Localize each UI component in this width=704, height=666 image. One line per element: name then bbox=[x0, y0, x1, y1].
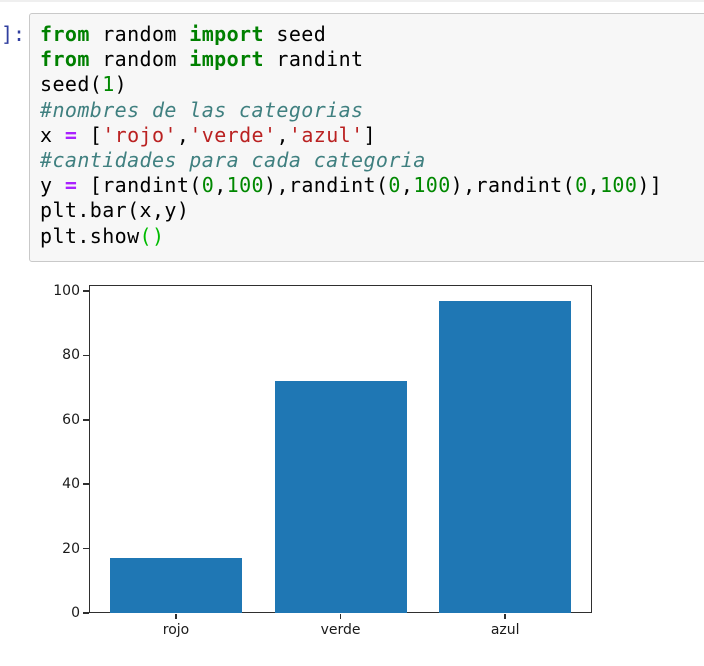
y-tick-mark bbox=[83, 483, 89, 485]
code-token-txt: , bbox=[176, 122, 190, 147]
y-tick-mark bbox=[83, 547, 89, 550]
code-line: plt.show() bbox=[40, 224, 704, 249]
y-tick-mark bbox=[83, 354, 89, 357]
code-token-txt: y bbox=[40, 173, 65, 198]
code-token-txt: , bbox=[400, 173, 414, 198]
x-tick-mark bbox=[504, 614, 506, 619]
code-token-kw: import bbox=[189, 22, 264, 46]
code-token-txt: ),randint( bbox=[450, 173, 576, 198]
code-token-txt: )] bbox=[637, 173, 663, 198]
code-cell[interactable]: from random import seed from random impor… bbox=[29, 13, 704, 262]
code-line: from random import randint bbox=[40, 47, 704, 72]
code-token-mb: () bbox=[139, 223, 165, 248]
x-tick-label: verde bbox=[320, 622, 361, 638]
code-token-str: 'rojo' bbox=[102, 122, 177, 147]
code-line: plt.bar(x,y) bbox=[40, 198, 704, 223]
x-tick-mark bbox=[175, 614, 177, 619]
code-token-kw: import bbox=[189, 47, 264, 72]
code-token-txt: , bbox=[587, 173, 600, 198]
code-token-op: = bbox=[64, 122, 78, 147]
code-token-num: 100 bbox=[413, 173, 451, 198]
y-tick-label: 60 bbox=[62, 411, 80, 428]
code-token-num: 100 bbox=[599, 173, 638, 198]
code-token-txt: ),randint( bbox=[264, 173, 389, 198]
code-line: x = ['rojo','verde','azul'] bbox=[40, 123, 704, 148]
top-divider bbox=[0, 0, 704, 2]
bar-rojo bbox=[110, 558, 242, 613]
y-tick-label: 40 bbox=[62, 476, 80, 493]
y-tick-mark bbox=[83, 612, 89, 614]
y-tick-label: 80 bbox=[62, 347, 80, 364]
code-token-kw: from bbox=[40, 22, 90, 46]
code-token-op: = bbox=[64, 173, 78, 198]
code-token-txt: x bbox=[40, 122, 65, 147]
figure-output: 0 20 40 60 80 100 rojo verde azul bbox=[0, 262, 704, 666]
code-token-com: #cantidades para cada categoria bbox=[40, 148, 426, 173]
code-editor[interactable]: from random import seed from random impor… bbox=[30, 14, 704, 249]
code-token-txt: random bbox=[89, 22, 190, 46]
code-token-num: 0 bbox=[201, 173, 215, 198]
y-tick-mark bbox=[83, 290, 89, 292]
code-token-txt: ) bbox=[114, 72, 128, 97]
code-token-kw: from bbox=[40, 47, 90, 72]
code-token-txt: , bbox=[214, 173, 227, 198]
x-tick-label: rojo bbox=[162, 622, 190, 638]
bar-azul bbox=[439, 300, 572, 613]
code-line: from random import seed bbox=[40, 22, 704, 47]
code-token-txt: , bbox=[276, 122, 289, 147]
code-token-num: 100 bbox=[226, 173, 264, 198]
code-token-txt: plt.bar(x,y) bbox=[40, 198, 190, 223]
code-line: #nombres de las categorias bbox=[40, 98, 704, 123]
code-token-txt: ] bbox=[363, 122, 376, 147]
code-token-txt: plt.show bbox=[40, 223, 140, 248]
input-prompt: ]: bbox=[1, 22, 26, 46]
y-tick-label: 100 bbox=[53, 282, 80, 299]
code-token-txt: seed( bbox=[40, 72, 103, 97]
code-token-txt: [randint( bbox=[77, 173, 202, 198]
code-token-txt: randint bbox=[263, 47, 364, 72]
code-token-num: 0 bbox=[388, 173, 401, 198]
bar-verde bbox=[274, 381, 407, 613]
y-tick-mark bbox=[83, 419, 89, 421]
x-tick-mark bbox=[339, 614, 342, 619]
y-tick-label: 0 bbox=[71, 605, 80, 621]
code-token-txt: random bbox=[89, 47, 190, 72]
code-token-txt: seed bbox=[263, 22, 327, 46]
code-token-txt: [ bbox=[77, 122, 103, 147]
code-token-num: 1 bbox=[102, 72, 115, 97]
code-token-num: 0 bbox=[575, 173, 588, 198]
y-tick-label: 20 bbox=[62, 540, 80, 557]
code-token-com: #nombres de las categorias bbox=[40, 97, 364, 122]
code-token-str: 'azul' bbox=[288, 122, 364, 147]
code-line: #cantidades para cada categoria bbox=[40, 148, 704, 173]
x-tick-label: azul bbox=[490, 622, 520, 638]
code-token-str: 'verde' bbox=[189, 122, 277, 147]
code-line: y = [randint(0,100),randint(0,100),randi… bbox=[40, 173, 704, 198]
code-line: seed(1) bbox=[40, 72, 704, 97]
